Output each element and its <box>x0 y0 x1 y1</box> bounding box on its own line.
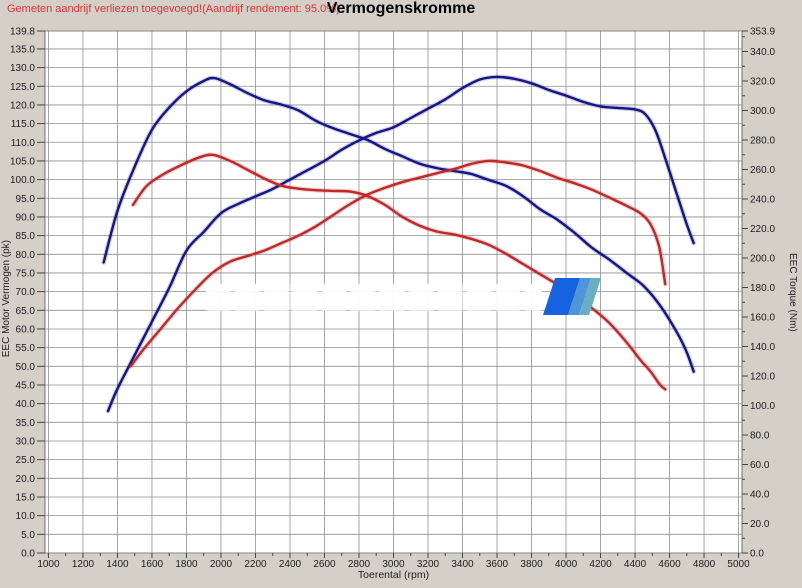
left-tick-label: 85.0 <box>16 231 36 242</box>
left-tick-label: 75.0 <box>16 268 36 279</box>
right-tick-label: 220.0 <box>750 224 775 235</box>
x-tick-label: 3600 <box>486 559 509 570</box>
left-tick-label: 25.0 <box>16 455 36 466</box>
x-axis-title: Toerental (rpm) <box>357 569 430 581</box>
x-tick-label: 1800 <box>175 559 198 570</box>
left-tick-label: 95.0 <box>16 194 36 205</box>
left-tick-label: 10.0 <box>16 511 36 522</box>
series-torque-red-original <box>130 152 668 392</box>
axis-ticks <box>37 30 748 558</box>
left-tick-label: 100.0 <box>10 175 35 186</box>
x-tick-label: 2200 <box>244 559 267 570</box>
x-tick-label: 4000 <box>555 559 578 570</box>
left-tick-label: 60.0 <box>16 324 36 335</box>
x-tick-label: 1000 <box>37 559 60 570</box>
series-power-red-original <box>128 158 668 369</box>
right-tick-label: 180.0 <box>750 283 775 294</box>
x-tick-label: 1400 <box>106 559 129 570</box>
left-tick-label: 20.0 <box>16 474 36 485</box>
left-tick-label: 45.0 <box>16 380 36 391</box>
x-tick-label: 4400 <box>624 559 647 570</box>
left-tick-label: 70.0 <box>16 287 36 298</box>
left-tick-label: 90.0 <box>16 212 36 223</box>
right-tick-label: 340.0 <box>750 47 775 58</box>
drivetrain-loss-notice: Gemeten aandrijf verliezen toegevoegd!(A… <box>7 3 340 15</box>
x-tick-label: 3800 <box>520 559 543 570</box>
x-tick-label: 3200 <box>417 559 440 570</box>
left-tick-label: 125.0 <box>10 82 35 93</box>
left-tick-label: 110.0 <box>11 138 36 149</box>
series-torque-blue-tuned <box>101 75 696 374</box>
right-tick-label: 280.0 <box>750 136 775 147</box>
x-tick-label: 1200 <box>72 559 95 570</box>
right-tick-label: 100.0 <box>750 401 775 412</box>
left-tick-label: 120.0 <box>10 100 35 111</box>
left-tick-label: 35.0 <box>16 418 36 429</box>
right-tick-label: 353.9 <box>750 27 775 38</box>
right-tick-label: 120.0 <box>750 372 775 383</box>
left-tick-label: 105.0 <box>10 156 35 167</box>
x-tick-label: 3400 <box>451 559 474 570</box>
series-power-blue-tuned <box>105 74 696 414</box>
axis-tick-labels: 139.8 135.0 130.0 125.0 120.0 115.0 110.0 105.0… <box>10 27 775 571</box>
left-tick-label: 0.0 <box>21 549 35 560</box>
left-tick-label: 80.0 <box>16 250 36 261</box>
x-tick-label: 5000 <box>727 559 750 570</box>
right-tick-label: 0.0 <box>750 549 764 560</box>
left-tick-label: 135.0 <box>10 44 35 55</box>
page-title: Vermogenskromme <box>326 0 476 17</box>
right-axis-title: EEC Torque (Nm) <box>787 253 798 332</box>
x-tick-label: 2000 <box>210 559 233 570</box>
right-tick-label: 140.0 <box>750 342 775 353</box>
left-tick-label: 65.0 <box>16 306 36 317</box>
right-tick-label: 200.0 <box>750 254 775 265</box>
watermark-text-band <box>206 284 542 311</box>
right-tick-label: 60.0 <box>750 460 770 471</box>
left-axis-title: EEC Motor Vermogen (pk) <box>1 240 12 358</box>
x-tick-label: 2600 <box>313 559 336 570</box>
right-tick-label: 80.0 <box>750 431 770 442</box>
x-tick-label: 2800 <box>348 559 371 570</box>
right-tick-label: 260.0 <box>750 165 775 176</box>
x-tick-label: 4600 <box>658 559 681 570</box>
x-tick-label: 3000 <box>382 559 405 570</box>
right-tick-label: 240.0 <box>750 195 775 206</box>
left-tick-label: 5.0 <box>21 530 35 541</box>
left-tick-label: 139.8 <box>10 27 35 38</box>
left-tick-label: 15.0 <box>16 492 36 503</box>
left-tick-label: 50.0 <box>16 362 36 373</box>
left-tick-label: 40.0 <box>16 399 36 410</box>
x-tick-label: 4200 <box>589 559 612 570</box>
right-tick-label: 160.0 <box>750 313 775 324</box>
left-tick-label: 30.0 <box>16 436 36 447</box>
right-tick-label: 40.0 <box>750 490 770 501</box>
left-tick-label: 130.0 <box>10 63 35 74</box>
left-tick-label: 55.0 <box>16 343 36 354</box>
x-tick-label: 2400 <box>279 559 302 570</box>
x-tick-label: 1600 <box>141 559 164 570</box>
left-tick-label: 115.0 <box>11 119 36 130</box>
x-tick-label: 4800 <box>693 559 716 570</box>
right-tick-label: 300.0 <box>750 106 775 117</box>
right-tick-label: 20.0 <box>750 519 770 530</box>
right-tick-label: 320.0 <box>750 77 775 88</box>
